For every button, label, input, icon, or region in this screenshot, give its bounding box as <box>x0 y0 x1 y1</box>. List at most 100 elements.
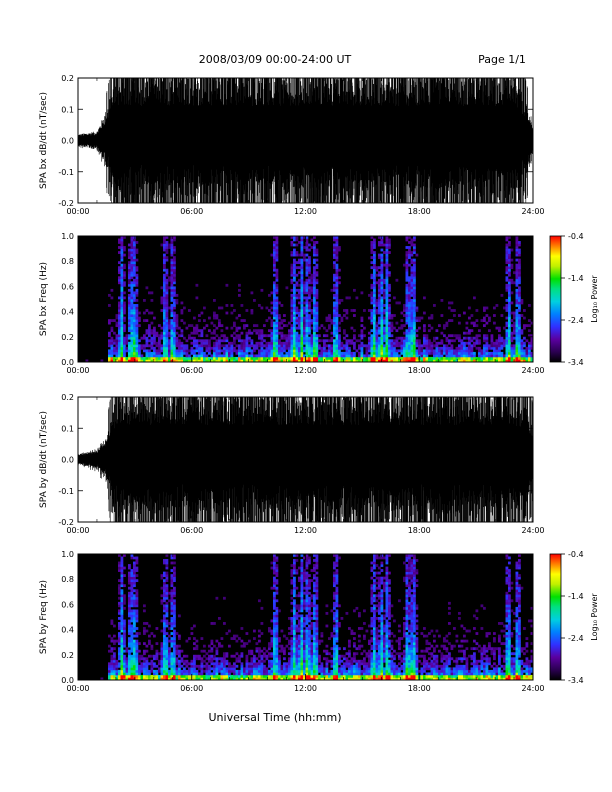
spectrogram-cell <box>463 354 466 358</box>
spectrogram-cell <box>120 644 124 648</box>
spectrogram-cell <box>268 652 271 656</box>
spectrogram-cell <box>403 349 406 353</box>
spectrogram-cell <box>333 273 336 277</box>
spectrogram-cell <box>393 314 396 317</box>
spectrogram-cell <box>130 674 134 678</box>
spectrogram-cell <box>123 276 126 280</box>
spectrogram-cell <box>303 624 306 628</box>
spectrogram-cell <box>183 346 186 350</box>
spectrogram-cell <box>153 669 156 673</box>
spectrogram-cell <box>165 659 169 663</box>
spectrogram-cell <box>135 644 139 648</box>
spectrogram-cell <box>485 351 489 355</box>
spectrogram-cell <box>145 674 149 678</box>
spectrogram-cell <box>290 619 294 623</box>
spectrogram-cell <box>230 326 234 330</box>
spectrogram-cell <box>283 356 286 360</box>
spectrogram-cell <box>323 346 326 350</box>
spectrogram-cell <box>380 273 384 277</box>
spectrogram-cell <box>208 674 211 678</box>
spectrogram-cell <box>115 639 119 643</box>
spectrogram-cell <box>128 354 131 358</box>
spectrogram-cell <box>230 359 234 363</box>
spectrogram-cell <box>433 356 436 360</box>
spectrogram-cell <box>300 624 304 628</box>
spectrogram-cell <box>165 271 169 275</box>
spectrogram-cell <box>130 569 134 572</box>
spectrogram-cell <box>415 329 419 333</box>
spectrogram-cell <box>268 349 271 353</box>
spectrogram-cell <box>165 591 169 595</box>
spectrogram-cell <box>200 349 204 353</box>
spectrogram-cell <box>288 657 291 661</box>
spectrogram-cell <box>338 321 341 325</box>
spectrogram-cell <box>310 341 314 345</box>
spectrogram-cell <box>380 238 384 242</box>
spectrogram-cell <box>345 316 349 320</box>
spectrogram-cell <box>138 642 141 646</box>
spectrogram-cell <box>395 301 399 305</box>
spectrogram-cell <box>110 619 114 623</box>
spectrogram-cell <box>123 248 126 252</box>
spectrogram-cell <box>360 356 364 360</box>
spectrogram-cell <box>180 309 184 312</box>
spectrogram-cell <box>303 346 306 350</box>
x-axis-ticks: 00:00 06:00 12:00 18:00 24:00 <box>66 397 545 535</box>
spectrogram-cell <box>398 359 401 363</box>
spectrogram-cell <box>413 336 416 340</box>
spectrogram-cell <box>273 667 276 671</box>
spectrogram-cell <box>310 238 314 242</box>
spectrogram-cell <box>165 344 169 348</box>
spectrogram-cell <box>300 293 304 297</box>
spectrogram-cell <box>258 334 261 338</box>
spectrogram-cell <box>398 326 401 330</box>
spectrogram-cell <box>508 278 511 282</box>
spectrogram-cell <box>150 356 154 360</box>
spectrogram-cell <box>508 256 511 259</box>
spectrogram-cell <box>110 341 114 345</box>
spectrogram-cell <box>110 288 114 292</box>
spectrogram-cell <box>325 329 329 333</box>
spectrogram-cell <box>120 569 124 572</box>
spectrogram-cell <box>300 273 304 277</box>
spectrogram-cell <box>305 604 309 608</box>
spectrogram-cell <box>160 659 164 663</box>
spectrogram-cell <box>278 324 281 328</box>
spectrogram-cell <box>170 334 174 338</box>
spectrogram-cell <box>130 576 134 580</box>
spectrogram-cell <box>170 569 174 572</box>
spectrogram-cell <box>330 354 334 358</box>
spectrogram-cell <box>133 564 136 567</box>
spectrogram-cell <box>370 346 374 350</box>
spectrogram-cell <box>518 263 521 267</box>
spectrogram-cell <box>410 316 414 320</box>
spectrogram-cell <box>305 559 309 562</box>
spectrogram-cell <box>273 647 276 651</box>
spectrogram-cell <box>273 617 276 620</box>
spectrogram-cell <box>275 288 279 292</box>
spectrogram-cell <box>208 329 211 333</box>
spectrogram-cell <box>110 336 114 340</box>
spectrogram-cell <box>493 346 496 350</box>
spectrogram-cell <box>373 341 376 345</box>
spectrogram-cell <box>238 674 241 678</box>
spectrogram-cell <box>418 341 421 345</box>
spectrogram-cell <box>135 349 139 353</box>
spectrogram-cell <box>415 306 419 310</box>
spectrogram-cell <box>393 356 396 360</box>
spectrogram-cell <box>130 604 134 608</box>
spectrogram-cell <box>335 243 339 247</box>
spectrogram-cell <box>198 349 201 353</box>
spectrogram-cell <box>153 329 156 333</box>
spectrogram-cell <box>483 346 486 350</box>
spectrogram-cell <box>410 268 414 272</box>
spectrogram-cell <box>430 351 434 355</box>
spectrogram-cell <box>150 346 154 350</box>
spectrogram-cell <box>495 354 499 358</box>
spectrogram-cell <box>333 248 336 252</box>
spectrogram-cell <box>223 664 226 668</box>
spectrogram-cell <box>508 316 511 320</box>
spectrogram-cell <box>118 652 121 656</box>
spectrogram-cell <box>290 652 294 656</box>
spectrogram-cell <box>495 349 499 353</box>
